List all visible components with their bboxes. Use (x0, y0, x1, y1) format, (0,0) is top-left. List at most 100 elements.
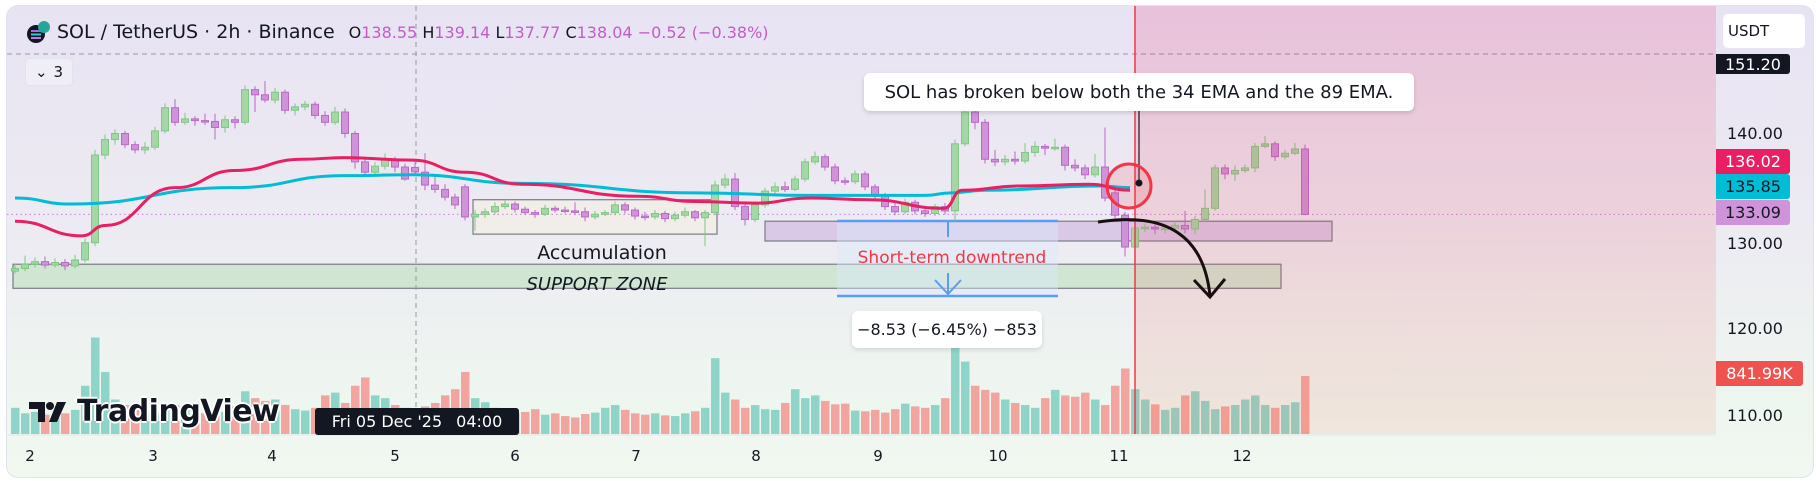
candle (261, 81, 269, 103)
volume-bar (291, 409, 300, 434)
candle (181, 112, 189, 125)
change-value: −0.52 (−0.38%) (637, 22, 769, 42)
volume-bar (251, 398, 260, 434)
candle (331, 106, 339, 125)
volume-bar (811, 395, 820, 434)
candle-body (221, 119, 229, 128)
candle-body (191, 118, 199, 122)
time-tick: 8 (751, 447, 761, 465)
volume-bar (721, 392, 730, 434)
candle (951, 139, 959, 222)
volume-bar (361, 377, 370, 434)
candle (831, 163, 839, 185)
candle-body (201, 120, 209, 123)
volume-bar (1001, 399, 1010, 434)
volume-bar (1031, 407, 1040, 434)
crosshair-price-label: 151.20 (1716, 54, 1790, 74)
volume-bar (21, 413, 30, 434)
candle-body (651, 212, 659, 218)
volume-bar (1121, 368, 1130, 434)
volume-bar (151, 413, 160, 434)
candle (11, 263, 19, 274)
volume-bar (261, 400, 270, 434)
volume-label: 841.99K (1716, 361, 1803, 386)
candle (731, 173, 739, 211)
time-tick: 11 (1109, 447, 1129, 465)
currency-button[interactable]: USDT (1723, 14, 1805, 48)
candle (481, 208, 489, 218)
volume-bar (711, 358, 720, 434)
accumulation-label[interactable]: Accumulation (537, 242, 667, 264)
candle (1021, 142, 1029, 164)
time-tick: 12 (1232, 447, 1252, 465)
candle (701, 210, 709, 247)
volume-bar (801, 398, 810, 434)
candle-body (61, 262, 69, 267)
chart-panel[interactable]: SOL / TetherUS · 2h · Binance O138.55 H1… (6, 5, 1814, 478)
volume-bar (631, 413, 640, 434)
volume-bar (1051, 389, 1060, 434)
candle (811, 151, 819, 165)
candle (781, 181, 789, 192)
volume-bar (671, 416, 680, 434)
volume-bar (1101, 405, 1110, 434)
candle-body (501, 203, 509, 208)
candle-body (291, 106, 299, 111)
support-zone-label[interactable]: SUPPORT ZONE (526, 274, 668, 295)
candle (231, 116, 239, 129)
candle (471, 210, 479, 231)
ema34-line (14, 156, 1131, 238)
candle-body (181, 118, 189, 123)
volume-bar (911, 406, 920, 434)
volume-bar (1011, 402, 1020, 434)
candle-body (721, 178, 729, 186)
candle (901, 198, 909, 215)
candle-body (691, 211, 699, 219)
symbol-title[interactable]: SOL / TetherUS · 2h · Binance (57, 21, 335, 43)
volume-bar (1061, 395, 1070, 434)
candle-body (421, 171, 429, 186)
candle-body (841, 180, 849, 183)
ema-callout[interactable]: SOL has broken below both the 34 EMA and… (864, 73, 1414, 111)
candle (191, 116, 199, 126)
candle-body (1061, 146, 1069, 166)
candle-body (351, 133, 359, 163)
candle-body (271, 91, 279, 101)
candle (721, 173, 729, 189)
candle (591, 210, 599, 220)
volume-bar (751, 405, 760, 434)
candle (521, 206, 529, 216)
candle-body (991, 158, 999, 163)
volume-bar (131, 407, 140, 434)
candle (711, 180, 719, 216)
candle (1001, 155, 1009, 166)
candle-body (921, 210, 929, 214)
volume-bar (861, 411, 870, 434)
candle (991, 149, 999, 167)
candle (691, 210, 699, 222)
short-term-downtrend-label[interactable]: Short-term downtrend (857, 248, 1047, 268)
volume-bar (981, 389, 990, 434)
candle-body (21, 263, 29, 270)
volume-bar (951, 337, 960, 434)
candle (211, 113, 219, 140)
volume-bar (31, 411, 40, 434)
candle (461, 184, 469, 221)
ema89-price-label: 135.85 (1716, 174, 1790, 199)
candle (31, 257, 39, 268)
candle-body (441, 188, 449, 198)
time-tick: 5 (390, 447, 400, 465)
tradingview-logo[interactable]: TradingView (29, 394, 280, 429)
volume-bar (51, 416, 60, 434)
indicators-toggle-button[interactable]: ⌄ 3 (25, 58, 73, 86)
candle-body (831, 166, 839, 182)
arrow-down-icon (934, 279, 962, 296)
time-tick: 10 (988, 447, 1008, 465)
volume-bar (61, 413, 70, 434)
candle (1061, 144, 1069, 171)
volume-bar (971, 385, 980, 434)
volume-bar (161, 409, 170, 434)
candle-body (1091, 166, 1099, 176)
volume-bar (41, 414, 50, 434)
candle-body (951, 143, 959, 212)
